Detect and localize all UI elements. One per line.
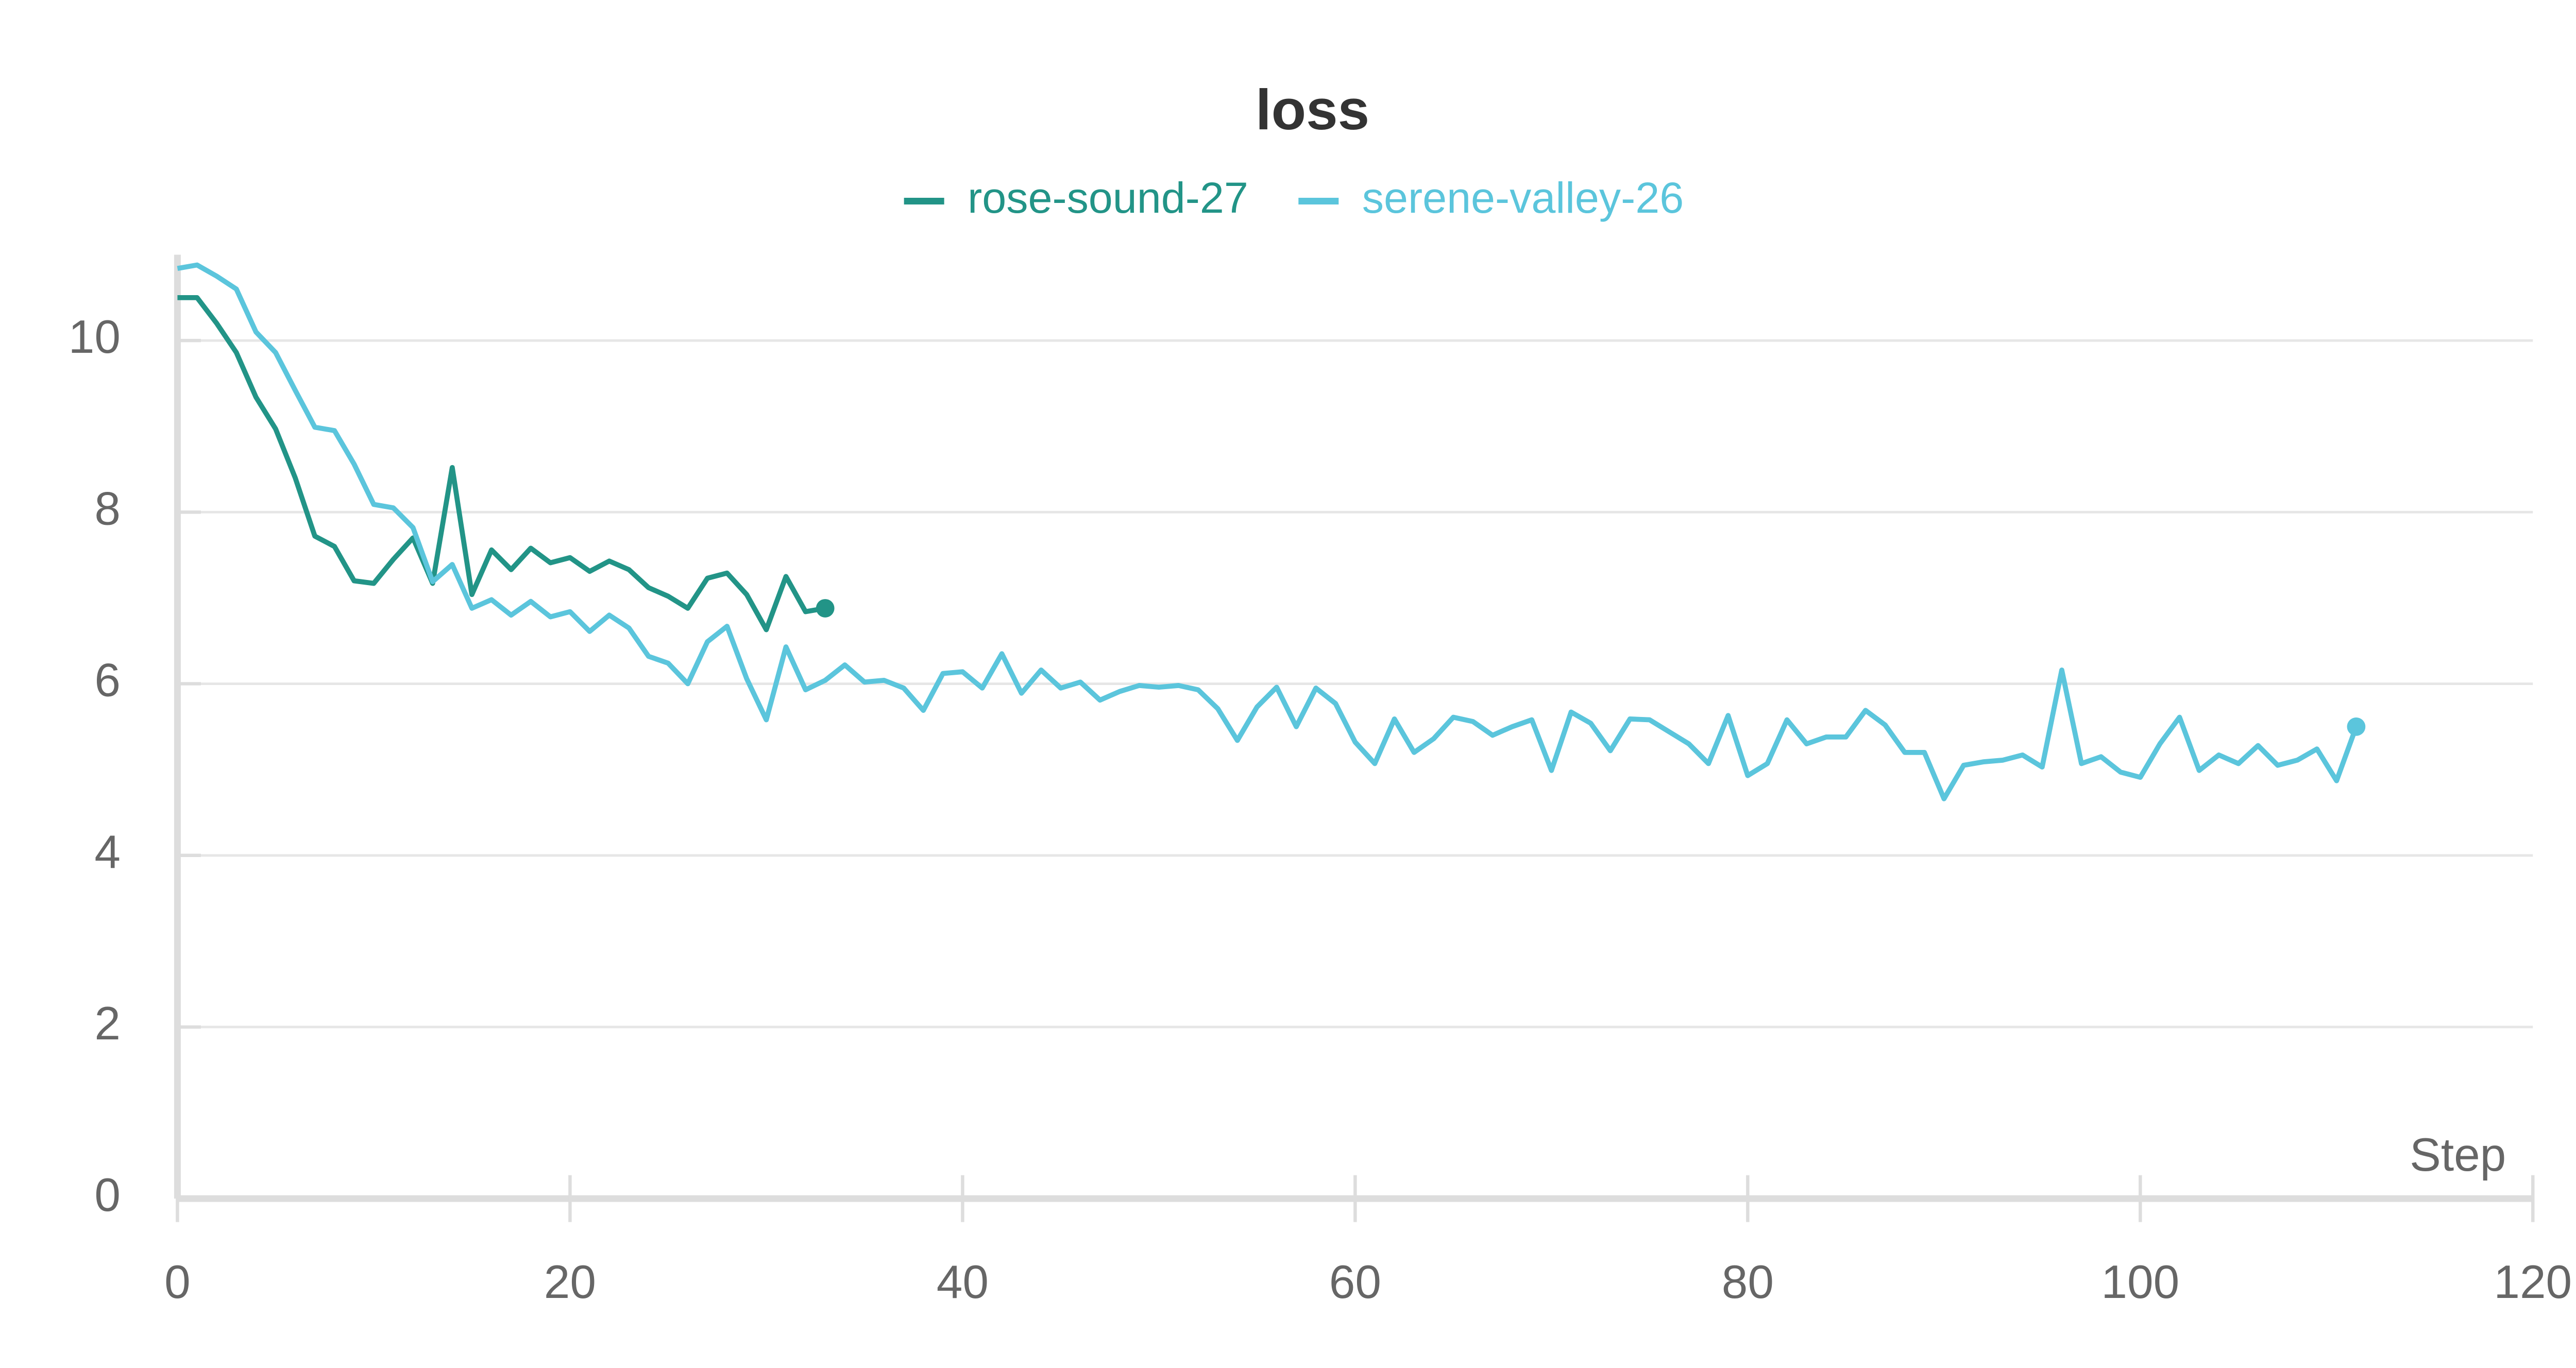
y-tick-label: 6 bbox=[94, 655, 121, 707]
series-line bbox=[177, 262, 2359, 801]
y-tick-label: 10 bbox=[69, 311, 121, 363]
x-tick-label: 120 bbox=[2494, 1256, 2572, 1308]
legend-label: rose-sound-27 bbox=[968, 174, 1248, 222]
chart-title: loss bbox=[1256, 78, 1369, 142]
y-tick-label: 4 bbox=[94, 826, 121, 878]
x-tick-label: 60 bbox=[1329, 1256, 1381, 1308]
y-tick-label: 0 bbox=[94, 1169, 121, 1221]
x-tick-label: 100 bbox=[2101, 1256, 2179, 1308]
x-tick-label: 0 bbox=[164, 1256, 191, 1308]
series-end-dot bbox=[816, 599, 835, 618]
legend-label: serene-valley-26 bbox=[1362, 174, 1684, 222]
x-tick-label: 80 bbox=[1722, 1256, 1774, 1308]
x-tick-label: 20 bbox=[544, 1256, 596, 1308]
y-tick-label: 2 bbox=[94, 998, 121, 1050]
x-axis-label: Step bbox=[2410, 1129, 2506, 1181]
x-tick-label: 40 bbox=[937, 1256, 989, 1308]
series-line bbox=[177, 295, 826, 632]
y-tick-label: 8 bbox=[94, 483, 121, 535]
series-end-dot bbox=[2347, 717, 2366, 736]
